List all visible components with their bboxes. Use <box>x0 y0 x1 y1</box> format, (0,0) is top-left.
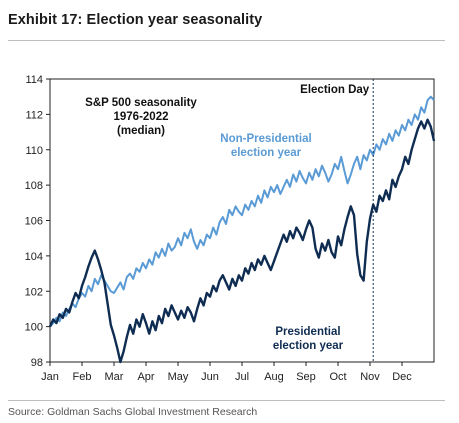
annotation-line: Presidential <box>275 326 340 338</box>
x-tick-label: May <box>168 371 189 383</box>
x-tick-label: Apr <box>137 371 154 383</box>
top-divider <box>8 40 445 41</box>
election-day-label: Election Day <box>300 84 370 96</box>
chart-annotation: S&P 500 seasonality 1976-2022 (median) <box>85 97 197 137</box>
x-tick-label: Sep <box>296 371 316 383</box>
y-tick-label: 104 <box>25 251 43 263</box>
chart-series <box>48 95 436 364</box>
source-note: Source: Goldman Sachs Global Investment … <box>8 406 258 418</box>
annotation-line: election year <box>231 147 302 159</box>
x-tick-label: Dec <box>392 371 412 383</box>
exhibit-title: Exhibit 17: Election year seasonality <box>8 12 263 28</box>
chart-annotations: Election Day S&P 500 seasonality 1976-202… <box>85 79 374 362</box>
annotation-line: 1976-2022 <box>114 111 169 123</box>
y-tick-label: 112 <box>25 109 43 121</box>
y-tick-label: 108 <box>25 180 43 192</box>
x-tick-label: Jul <box>235 371 249 383</box>
x-tick-label: Jun <box>201 371 219 383</box>
x-tick-label: Mar <box>105 371 124 383</box>
y-tick-label: 98 <box>31 357 43 369</box>
series-label-presidential: Presidential election year <box>273 326 344 352</box>
y-tick-label: 106 <box>25 216 43 228</box>
x-tick-label: Feb <box>73 371 92 383</box>
y-tick-label: 114 <box>25 74 43 86</box>
y-tick-label: 102 <box>25 286 43 298</box>
x-tick-label: Nov <box>360 371 380 383</box>
annotation-line: election year <box>273 340 344 352</box>
series-line-presidential <box>48 118 436 364</box>
x-tick-label: Aug <box>264 371 284 383</box>
y-tick-label: 110 <box>25 145 43 157</box>
bottom-divider <box>8 400 445 401</box>
series-label-non-presidential: Non-Presidential election year <box>220 133 311 159</box>
x-tick-label: Jan <box>41 371 59 383</box>
annotation-line: (median) <box>117 125 165 137</box>
annotation-line: S&P 500 seasonality <box>85 97 197 109</box>
x-tick-label: Oct <box>329 371 346 383</box>
y-tick-label: 100 <box>25 322 43 334</box>
plot-frame <box>49 78 435 363</box>
series-line-non-presidential <box>49 95 435 328</box>
annotation-line: Non-Presidential <box>220 133 311 145</box>
chart-axes: 98 100 102 104 106 108 110 112 114 Jan Feb Mar Apr Ma… <box>25 74 435 383</box>
